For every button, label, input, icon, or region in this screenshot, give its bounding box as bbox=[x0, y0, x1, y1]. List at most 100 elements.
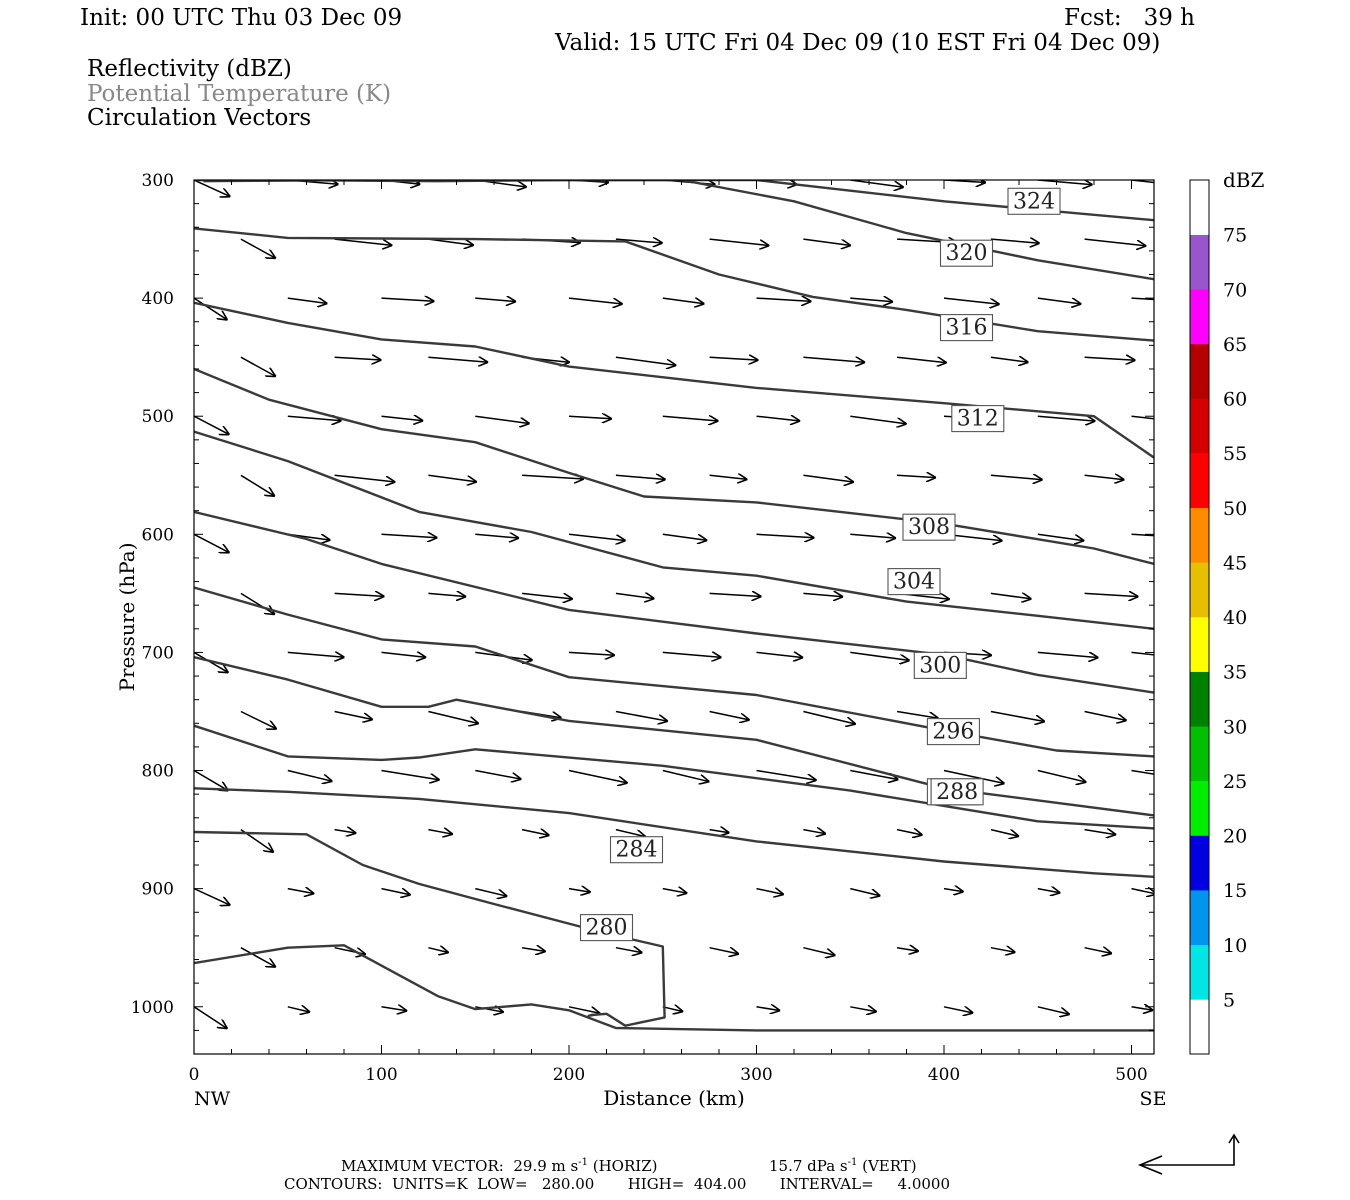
colorbar-segment bbox=[1190, 890, 1209, 946]
colorbar-segment bbox=[1190, 453, 1209, 509]
x-tick-label: 0 bbox=[189, 1065, 200, 1085]
circulation-vector bbox=[803, 593, 843, 596]
contour-label-box bbox=[951, 405, 1005, 433]
circulation-vector bbox=[1084, 948, 1112, 954]
circulation-vector bbox=[1131, 651, 1154, 656]
theta-contour-292 bbox=[194, 656, 1154, 817]
contour-labels: 324320316312308304300296292288284280 bbox=[579, 187, 1061, 942]
circulation-vector bbox=[475, 769, 521, 780]
circulation-vector bbox=[1037, 297, 1082, 304]
colorbar-label: 55 bbox=[1223, 443, 1247, 465]
contour-label: 280 bbox=[586, 916, 628, 941]
circulation-vector bbox=[709, 946, 739, 954]
circulation-vector bbox=[756, 889, 784, 895]
circulation-vector bbox=[615, 475, 666, 479]
circulation-vector bbox=[662, 1007, 683, 1012]
circulation-vector bbox=[803, 830, 826, 834]
circulation-vector bbox=[850, 534, 896, 538]
circulation-vector bbox=[990, 357, 1029, 362]
colorbar-label: 15 bbox=[1223, 880, 1247, 902]
circulation-vector bbox=[381, 416, 424, 421]
field-circulation-vectors: Circulation Vectors bbox=[87, 105, 312, 131]
reflectivity-colorbar: 5 10 15 20 25 30 35 40 45 50 55 60 65 70 75 bbox=[1189, 179, 1247, 1055]
circulation-vector bbox=[897, 356, 947, 363]
circulation-vector bbox=[428, 356, 488, 362]
x-axis-tick-labels: 0 100 200 300 400 500 bbox=[189, 1065, 1148, 1085]
circulation-vector bbox=[194, 1006, 228, 1029]
colorbar-segment bbox=[1190, 726, 1209, 782]
circulation-vector bbox=[194, 533, 230, 553]
theta-contour-lowest bbox=[194, 944, 1154, 1032]
colorbar-label: 60 bbox=[1223, 389, 1247, 411]
axis-ticks bbox=[193, 179, 1154, 1055]
x-tick-label: 300 bbox=[740, 1065, 772, 1085]
theta-contour-316 bbox=[194, 227, 1154, 342]
circulation-vector bbox=[1131, 769, 1154, 775]
footer-max-vector: MAXIMUM VECTOR: 29.9 m s-1 (HORIZ) bbox=[341, 1157, 658, 1175]
contour-label: 316 bbox=[946, 316, 988, 341]
y-axis-title: Pressure (hPa) bbox=[115, 543, 139, 692]
y-tick-label: 400 bbox=[142, 289, 174, 309]
field-potential-temperature: Potential Temperature (K) bbox=[87, 81, 392, 107]
circulation-vector bbox=[334, 593, 385, 596]
contour-label-box bbox=[926, 718, 980, 746]
contour-label-box bbox=[913, 651, 967, 679]
contour-label-box bbox=[1007, 187, 1061, 215]
colorbar-segment bbox=[1190, 671, 1209, 727]
circulation-vector bbox=[568, 416, 612, 419]
circulation-vector bbox=[521, 948, 546, 952]
circulation-vector bbox=[240, 947, 276, 967]
circulation-vector bbox=[1037, 416, 1096, 421]
circulation-vector bbox=[1131, 180, 1154, 184]
circulation-vector bbox=[287, 298, 328, 303]
x-tick-label: 500 bbox=[1115, 1065, 1147, 1085]
circulation-vector bbox=[943, 297, 1000, 304]
circulation-vector bbox=[194, 415, 230, 435]
contour-label-box bbox=[939, 314, 994, 342]
circulation-vector bbox=[287, 769, 333, 782]
contour-label-box bbox=[609, 836, 664, 864]
circulation-vector bbox=[803, 238, 851, 245]
colorbar-label: 50 bbox=[1223, 498, 1247, 520]
circulation-vector bbox=[475, 415, 529, 423]
circulation-vector bbox=[615, 239, 663, 243]
circulation-vector bbox=[194, 180, 230, 197]
circulation-vector bbox=[287, 652, 345, 657]
circulation-vector bbox=[662, 416, 719, 421]
circulation-vector bbox=[522, 592, 573, 599]
contour-label-box bbox=[930, 778, 984, 806]
colorbar-segment bbox=[1190, 289, 1209, 345]
init-time: Init: 00 UTC Thu 03 Dec 09 bbox=[80, 5, 403, 31]
circulation-vector bbox=[1084, 475, 1125, 479]
circulation-vector bbox=[803, 356, 865, 362]
x-axis-title: Distance (km) bbox=[603, 1086, 745, 1110]
circulation-vector bbox=[850, 651, 909, 660]
circulation-vector bbox=[1084, 830, 1117, 835]
circulation-vector bbox=[568, 297, 623, 304]
circulation-vector bbox=[240, 474, 275, 496]
plot-frame bbox=[193, 179, 1155, 1055]
circulation-vector bbox=[1131, 1007, 1154, 1011]
y-tick-label: 300 bbox=[142, 171, 174, 191]
circulation-vector bbox=[428, 474, 477, 482]
circulation-vector bbox=[568, 889, 591, 893]
circulation-vector bbox=[615, 593, 655, 598]
circulation-vector bbox=[1084, 238, 1147, 246]
colorbar-segment bbox=[1190, 999, 1209, 1055]
circulation-vector bbox=[568, 1006, 600, 1014]
circulation-vector bbox=[1084, 710, 1127, 721]
theta-contour-304 bbox=[194, 430, 1154, 630]
y-tick-label: 500 bbox=[142, 407, 174, 427]
colorbar-label: 10 bbox=[1223, 935, 1247, 957]
circulation-vector bbox=[850, 298, 893, 302]
circulation-vector bbox=[803, 710, 856, 725]
circulation-vector bbox=[990, 593, 1032, 599]
footer-max-vert: 15.7 dPa s-1 (VERT) bbox=[769, 1157, 917, 1175]
colorbar-segment bbox=[1190, 507, 1209, 563]
colorbar-segment bbox=[1190, 944, 1209, 1000]
colorbar-label: 30 bbox=[1223, 716, 1247, 738]
contour-label: 308 bbox=[908, 515, 950, 540]
circulation-vector bbox=[287, 416, 342, 421]
circulation-vector bbox=[662, 297, 705, 304]
circulation-vector bbox=[615, 710, 668, 722]
